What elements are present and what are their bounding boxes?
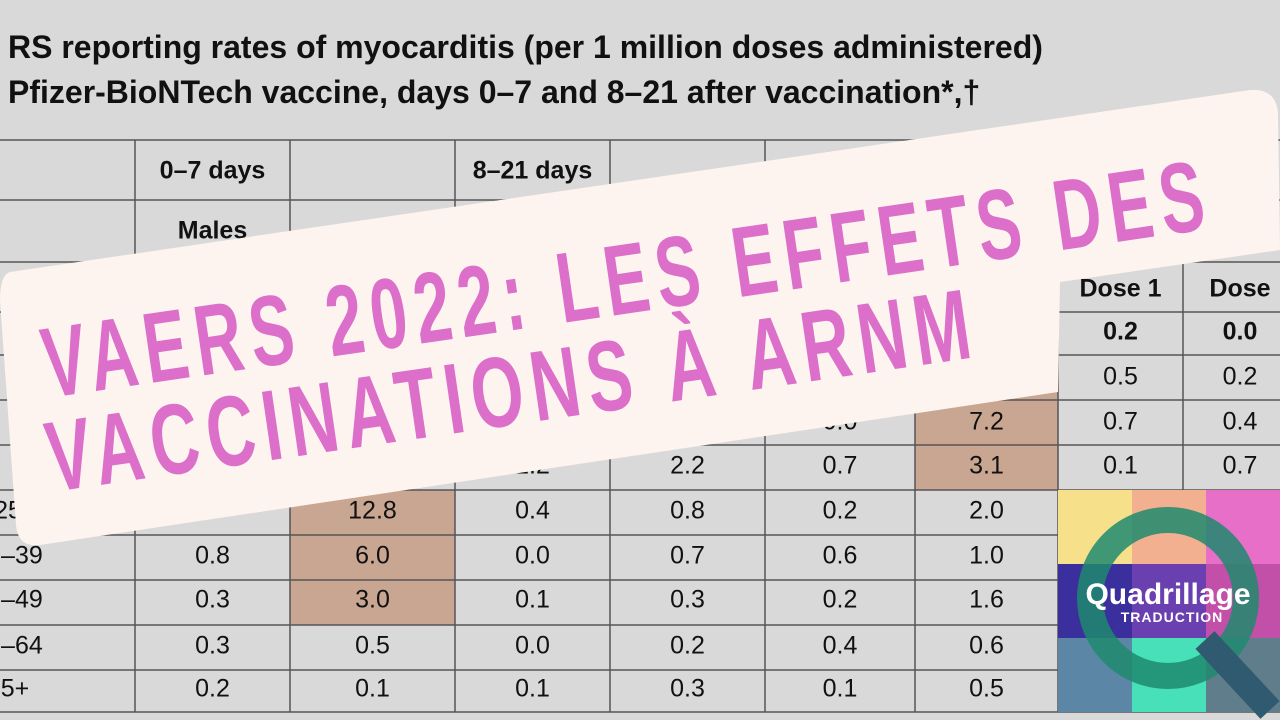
highlight-cell bbox=[290, 580, 455, 625]
table-cell: 40–49 bbox=[0, 586, 43, 614]
table-cell: 0.7 bbox=[670, 542, 705, 570]
table-cell: 2.0 bbox=[969, 497, 1004, 525]
table-cell: 0.2 bbox=[670, 632, 705, 660]
table-cell: 0.2 bbox=[823, 586, 858, 614]
table-cell: 8–21 days bbox=[473, 157, 593, 185]
highlight-cell bbox=[915, 445, 1058, 490]
table-cell: 0.1 bbox=[1103, 452, 1138, 480]
highlight-cell bbox=[290, 535, 455, 580]
table-cell: 0.4 bbox=[1223, 408, 1258, 436]
table-cell: 0–7 days bbox=[160, 157, 266, 185]
table-cell: 0.4 bbox=[823, 632, 858, 660]
table-cell: 0.2 bbox=[1223, 363, 1258, 391]
table-cell: 3.0 bbox=[355, 586, 390, 614]
title-line: RS reporting rates of myocarditis (per 1… bbox=[8, 29, 1043, 65]
table-cell: 0.7 bbox=[823, 452, 858, 480]
table-cell: 0.1 bbox=[515, 586, 550, 614]
table-cell: 0.4 bbox=[515, 497, 550, 525]
banner-background bbox=[0, 89, 1280, 546]
table-cell: 0.8 bbox=[195, 542, 230, 570]
table-cell: 0.7 bbox=[1223, 452, 1258, 480]
logo-tile bbox=[1132, 564, 1206, 638]
table-cell: 65+ bbox=[0, 675, 29, 703]
table-cell: 50–64 bbox=[0, 632, 43, 660]
logo-tail bbox=[1195, 631, 1280, 719]
table-cell: Dose bbox=[1209, 275, 1270, 303]
table-cell: 2.2 bbox=[670, 452, 705, 480]
table-cell: 0.1 bbox=[355, 675, 390, 703]
table-cell: 0.5 bbox=[969, 675, 1004, 703]
table-cell: 7.2 bbox=[969, 408, 1004, 436]
table-cell: 0.6 bbox=[969, 632, 1004, 660]
table-cell: 0.7 bbox=[1103, 408, 1138, 436]
table-cell: 0.5 bbox=[1103, 363, 1138, 391]
table-cell: 0.6 bbox=[823, 542, 858, 570]
table-cell: 12.8 bbox=[348, 497, 397, 525]
logo: Quadrillage TRADUCTION bbox=[1058, 490, 1280, 719]
logo-name: Quadrillage bbox=[1085, 578, 1250, 611]
table-cell: 0.3 bbox=[195, 586, 230, 614]
banner: VAERS 2022: LES EFFETS DES VACCINATIONS … bbox=[0, 89, 1280, 546]
title-line: Pfizer-BioNTech vaccine, days 0–7 and 8–… bbox=[8, 74, 980, 110]
table-cell: 0.3 bbox=[195, 632, 230, 660]
table-cell: 0.3 bbox=[670, 675, 705, 703]
table-cell: 0.2 bbox=[823, 497, 858, 525]
table-cell: 0.0 bbox=[515, 542, 550, 570]
table-cell: 0.0 bbox=[1223, 318, 1258, 346]
table-cell: Dose 1 bbox=[1080, 275, 1162, 303]
table-cell: 1.0 bbox=[969, 542, 1004, 570]
table-cell: 6.0 bbox=[355, 542, 390, 570]
table-cell: 0.0 bbox=[515, 632, 550, 660]
table-cell: 0.1 bbox=[823, 675, 858, 703]
logo-subtitle: TRADUCTION bbox=[1121, 609, 1224, 625]
logo-ring bbox=[1077, 507, 1259, 689]
table-cell: 3.1 bbox=[969, 452, 1004, 480]
table-cell: 0.5 bbox=[355, 632, 390, 660]
table-cell: 30–39 bbox=[0, 542, 43, 570]
table-cell: 1.6 bbox=[969, 586, 1004, 614]
table-cell: 0.1 bbox=[515, 675, 550, 703]
table-cell: 0.2 bbox=[195, 675, 230, 703]
table-cell: 0.8 bbox=[670, 497, 705, 525]
table-cell: 0.3 bbox=[670, 586, 705, 614]
table-cell: 0.2 bbox=[1103, 318, 1138, 346]
